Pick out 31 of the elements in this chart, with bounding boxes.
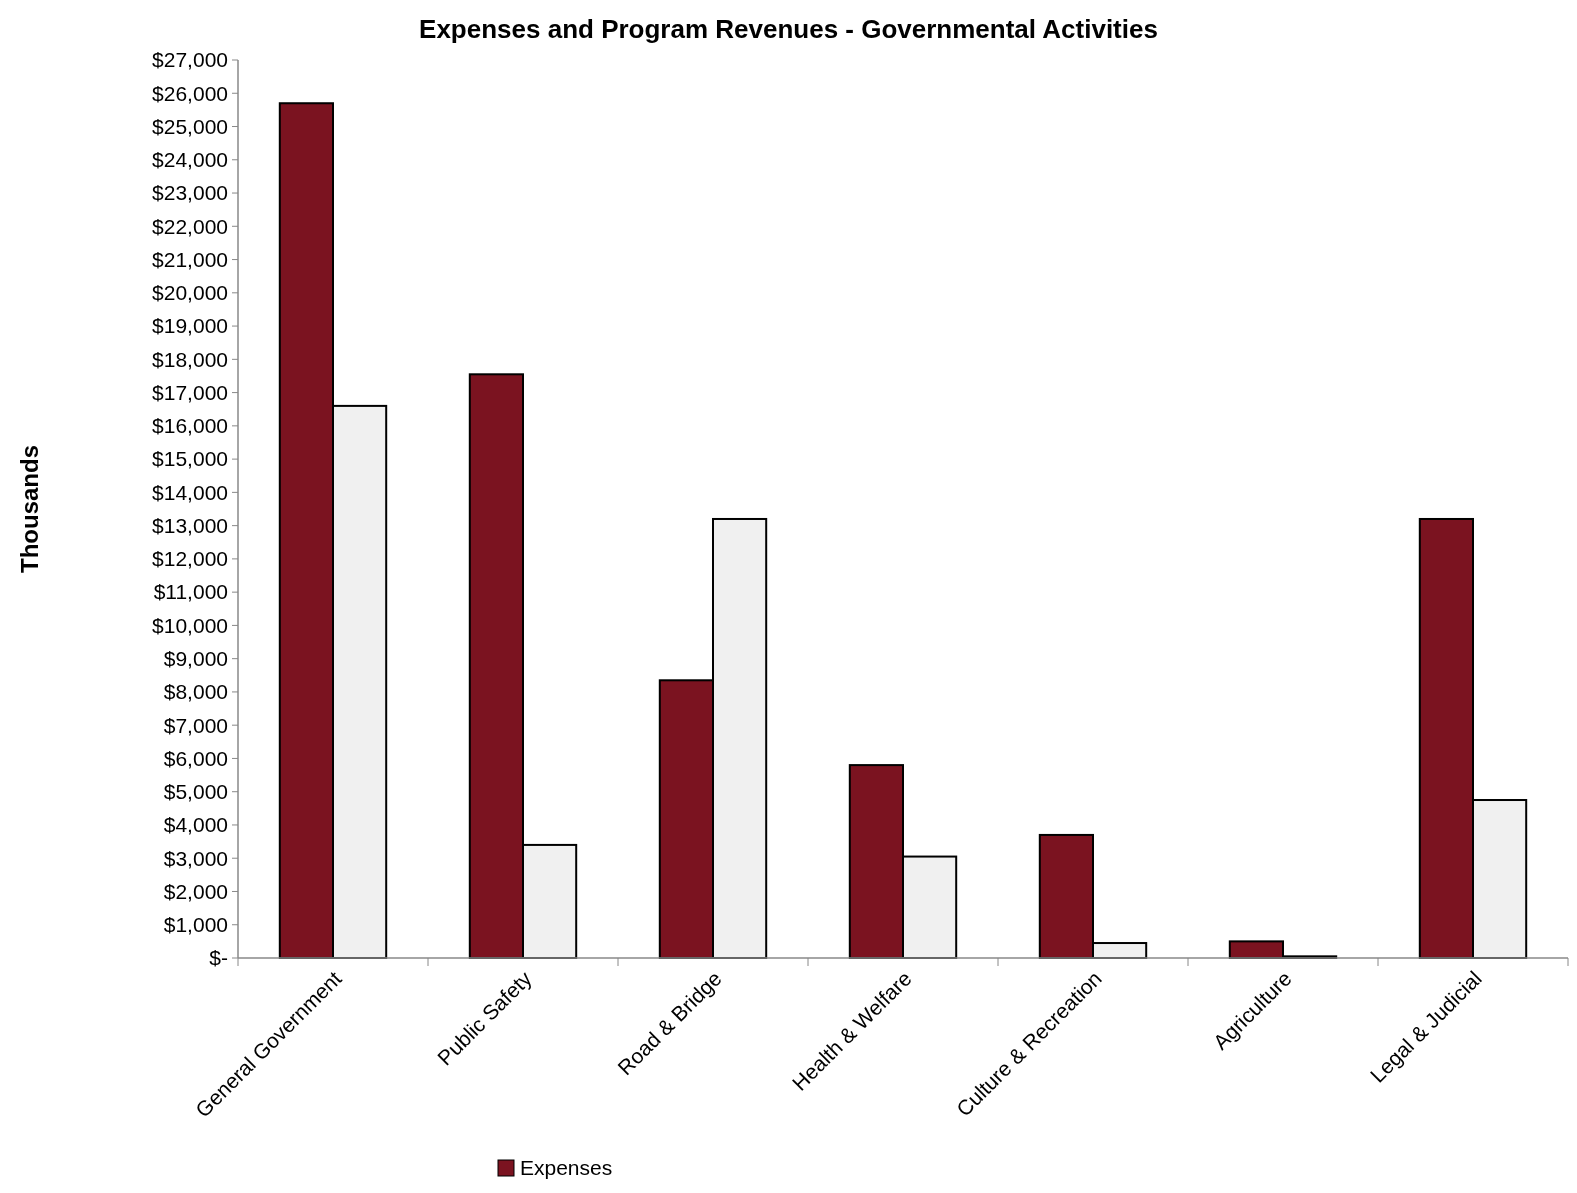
y-tick-label: $20,000 (152, 281, 228, 305)
y-tick-label: $- (209, 946, 228, 970)
y-tick-label: $6,000 (163, 746, 228, 770)
y-tick-label: $11,000 (153, 580, 228, 604)
y-tick-label: $5,000 (163, 780, 228, 804)
y-tick-label: $10,000 (152, 613, 228, 637)
y-axis-title: Thousands (16, 444, 43, 574)
y-tick-label: $21,000 (152, 247, 228, 271)
y-tick-label: $1,000 (163, 913, 228, 937)
y-tick-label: $4,000 (163, 813, 228, 837)
y-tick-label: $8,000 (163, 680, 228, 704)
y-tick-label: $3,000 (163, 846, 228, 870)
y-tick-label: $25,000 (152, 114, 228, 138)
legend-label: Expenses (520, 1156, 613, 1180)
y-tick-label: $7,000 (163, 713, 228, 737)
y-tick-label: $13,000 (152, 513, 228, 537)
y-tick-label: $18,000 (152, 347, 228, 371)
y-tick-label: $16,000 (152, 414, 228, 438)
chart-title: Expenses and Program Revenues - Governmental Activities (419, 14, 1158, 44)
y-tick-label: $19,000 (152, 314, 228, 338)
y-tick-label: $12,000 (152, 547, 228, 571)
y-tick-label: $24,000 (152, 148, 228, 172)
y-tick-label: $23,000 (152, 181, 228, 205)
y-tick-label: $27,000 (152, 48, 228, 72)
y-tick-label: $9,000 (163, 647, 228, 671)
y-tick-label: $22,000 (152, 214, 228, 238)
y-tick-label: $26,000 (152, 81, 228, 105)
y-tick-label: $17,000 (152, 380, 228, 404)
y-tick-label: $14,000 (152, 480, 228, 504)
y-tick-label: $2,000 (163, 879, 228, 903)
y-tick-label: $15,000 (152, 447, 228, 471)
